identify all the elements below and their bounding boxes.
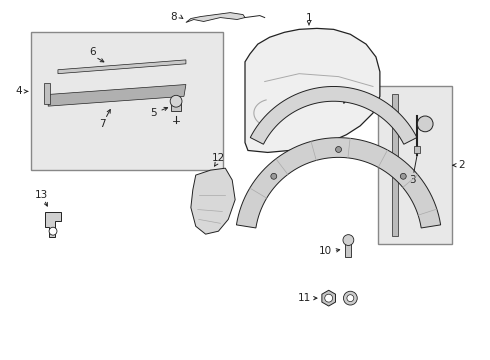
Text: 11: 11 — [297, 293, 311, 303]
Text: 5: 5 — [150, 108, 157, 118]
Text: 4: 4 — [15, 86, 22, 96]
Bar — [378, 86, 452, 244]
Text: 12: 12 — [212, 153, 225, 163]
Circle shape — [343, 235, 354, 246]
Polygon shape — [171, 103, 181, 111]
Bar — [31, 32, 223, 170]
Text: 1: 1 — [306, 13, 312, 23]
Circle shape — [49, 227, 57, 235]
Text: 8: 8 — [170, 12, 176, 22]
Circle shape — [336, 147, 342, 152]
Circle shape — [417, 116, 433, 132]
Polygon shape — [415, 145, 420, 153]
Text: 2: 2 — [458, 160, 465, 170]
Circle shape — [400, 174, 406, 179]
Text: 6: 6 — [89, 47, 96, 57]
Polygon shape — [345, 243, 351, 257]
Polygon shape — [44, 82, 50, 104]
Circle shape — [347, 295, 354, 302]
Polygon shape — [322, 290, 336, 306]
Text: 3: 3 — [409, 175, 416, 185]
Text: 9: 9 — [343, 91, 350, 101]
Polygon shape — [58, 60, 186, 74]
Text: 7: 7 — [99, 119, 105, 129]
Circle shape — [271, 174, 277, 179]
Polygon shape — [237, 138, 441, 228]
Polygon shape — [48, 85, 186, 106]
Polygon shape — [191, 168, 235, 234]
Polygon shape — [245, 28, 380, 152]
Circle shape — [325, 294, 333, 302]
Circle shape — [170, 95, 182, 107]
Polygon shape — [250, 86, 417, 144]
Circle shape — [343, 291, 357, 305]
Text: 13: 13 — [35, 190, 48, 200]
Polygon shape — [392, 94, 397, 236]
Polygon shape — [45, 212, 61, 237]
Text: 10: 10 — [319, 246, 332, 256]
Polygon shape — [186, 13, 245, 22]
